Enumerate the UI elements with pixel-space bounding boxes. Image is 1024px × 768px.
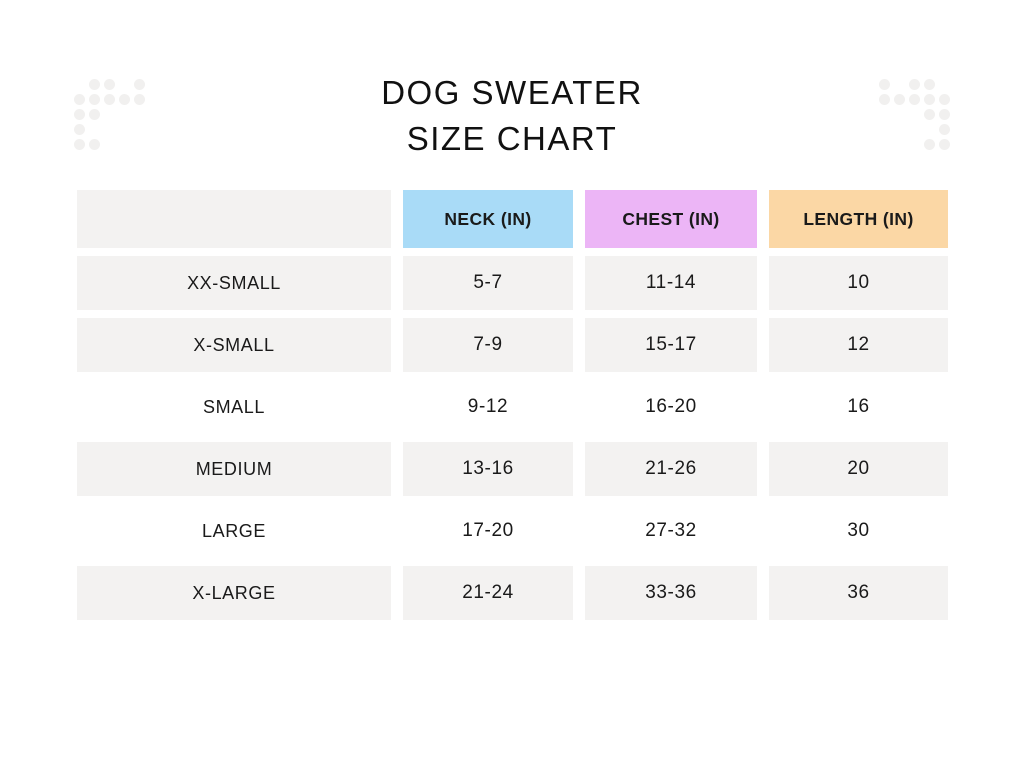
value-cell: 12 — [769, 318, 948, 372]
value-cell: 16-20 — [585, 380, 757, 434]
value-cell: 21-24 — [403, 566, 573, 620]
dots-decoration-left-icon — [74, 79, 145, 150]
dot-icon — [909, 79, 920, 90]
size-label-cell: LARGE — [77, 504, 391, 558]
header-cell-chest-in: CHEST (IN) — [585, 190, 757, 248]
value-cell: 7-9 — [403, 318, 573, 372]
dot-icon — [894, 94, 905, 105]
dot-icon — [74, 109, 85, 120]
dot-spacer — [134, 139, 145, 150]
dot-spacer — [89, 124, 100, 135]
dot-spacer — [119, 79, 130, 90]
dot-icon — [939, 124, 950, 135]
dot-spacer — [104, 109, 115, 120]
dot-spacer — [909, 124, 920, 135]
value-cell: 13-16 — [403, 442, 573, 496]
dot-spacer — [119, 139, 130, 150]
dot-spacer — [134, 109, 145, 120]
dot-icon — [89, 109, 100, 120]
size-label-cell: MEDIUM — [77, 442, 391, 496]
value-cell: 11-14 — [585, 256, 757, 310]
value-cell: 17-20 — [403, 504, 573, 558]
header-cell-neck-in: NECK (IN) — [403, 190, 573, 248]
page-title-line2: SIZE CHART — [406, 120, 618, 157]
dot-spacer — [894, 109, 905, 120]
size-label-cell: SMALL — [77, 380, 391, 434]
dot-spacer — [909, 109, 920, 120]
corner-cell — [77, 190, 391, 248]
dot-icon — [74, 139, 85, 150]
value-cell: 15-17 — [585, 318, 757, 372]
dot-icon — [924, 109, 935, 120]
dot-spacer — [924, 124, 935, 135]
dot-icon — [104, 79, 115, 90]
dot-spacer — [894, 79, 905, 90]
dot-icon — [879, 94, 890, 105]
dot-spacer — [939, 79, 950, 90]
value-cell: 9-12 — [403, 380, 573, 434]
size-table: NECK (IN) CHEST (IN) LENGTH (IN) XX-SMALL 5-… — [77, 190, 948, 620]
page-title-line1: DOG SWEATER — [381, 74, 643, 111]
dot-icon — [119, 94, 130, 105]
dot-icon — [939, 139, 950, 150]
dots-decoration-right-icon — [879, 79, 950, 150]
dot-icon — [924, 79, 935, 90]
dot-icon — [104, 94, 115, 105]
dot-icon — [924, 94, 935, 105]
header-cell-length-in: LENGTH (IN) — [769, 190, 948, 248]
dot-spacer — [879, 124, 890, 135]
value-cell: 21-26 — [585, 442, 757, 496]
dot-icon — [879, 79, 890, 90]
value-cell: 27-32 — [585, 504, 757, 558]
dot-icon — [909, 94, 920, 105]
dot-spacer — [119, 124, 130, 135]
page-title: DOG SWEATER SIZE CHART — [0, 70, 1024, 162]
size-label-cell: XX-SMALL — [77, 256, 391, 310]
dot-spacer — [879, 139, 890, 150]
dot-icon — [74, 124, 85, 135]
value-cell: 33-36 — [585, 566, 757, 620]
value-cell: 10 — [769, 256, 948, 310]
size-label-cell: X-SMALL — [77, 318, 391, 372]
dot-icon — [89, 139, 100, 150]
value-cell: 30 — [769, 504, 948, 558]
dot-spacer — [894, 139, 905, 150]
dot-spacer — [119, 109, 130, 120]
dot-icon — [924, 139, 935, 150]
dot-spacer — [894, 124, 905, 135]
value-cell: 5-7 — [403, 256, 573, 310]
dot-icon — [939, 109, 950, 120]
value-cell: 20 — [769, 442, 948, 496]
dot-spacer — [134, 124, 145, 135]
dot-icon — [939, 94, 950, 105]
dot-spacer — [909, 139, 920, 150]
dot-icon — [89, 94, 100, 105]
size-label-cell: X-LARGE — [77, 566, 391, 620]
dot-spacer — [104, 139, 115, 150]
dot-icon — [74, 94, 85, 105]
value-cell: 16 — [769, 380, 948, 434]
dot-icon — [134, 94, 145, 105]
dot-spacer — [879, 109, 890, 120]
dot-icon — [89, 79, 100, 90]
dot-spacer — [74, 79, 85, 90]
dot-icon — [134, 79, 145, 90]
value-cell: 36 — [769, 566, 948, 620]
dot-spacer — [104, 124, 115, 135]
